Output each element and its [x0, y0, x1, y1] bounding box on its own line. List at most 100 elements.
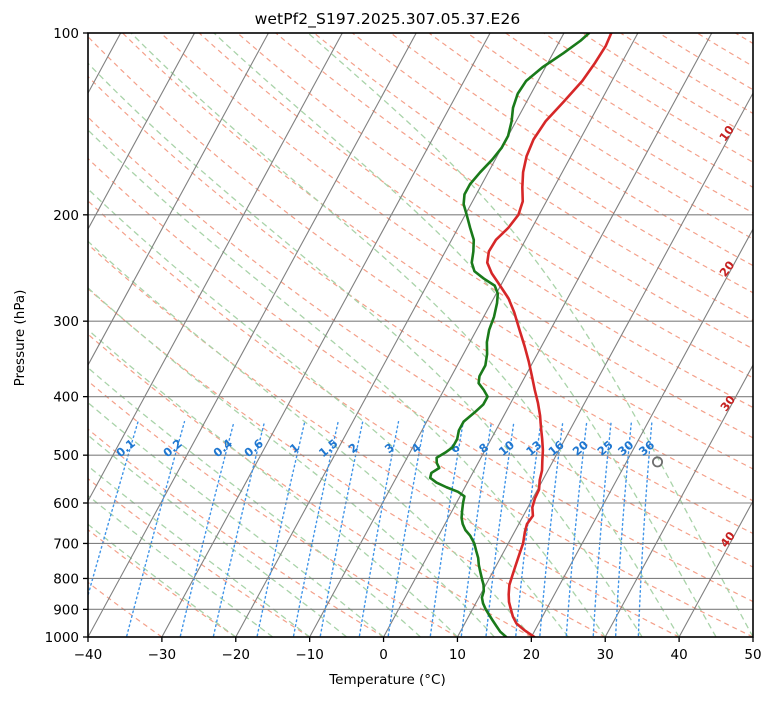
- moist-adiabat: [88, 240, 532, 637]
- dry-adiabat: [88, 200, 753, 637]
- dry-adiabat: [122, 33, 753, 470]
- mixing-ratio-label: 1.5: [316, 436, 341, 460]
- isotherm-line: [88, 33, 343, 503]
- y-tick-label: 1000: [45, 630, 79, 646]
- isotherm-line: [88, 33, 269, 367]
- dry-adiabat: [313, 33, 753, 322]
- mixing-ratio-line: [256, 420, 306, 637]
- x-tick-label: 30: [597, 647, 614, 663]
- y-tick-label: 900: [53, 602, 79, 618]
- isotherm-label: 20: [716, 258, 737, 279]
- isotherm-line: [530, 227, 753, 637]
- mixing-ratio-line: [358, 420, 400, 637]
- x-tick-label: 0: [379, 647, 388, 663]
- isotherm-label: 40: [717, 529, 738, 550]
- dry-adiabat: [88, 243, 680, 637]
- svg-text:20: 20: [716, 258, 737, 279]
- mixing-ratio-line: [125, 420, 186, 637]
- mixing-ratio-line: [387, 420, 426, 637]
- x-tick-label: −20: [222, 647, 251, 663]
- isotherm-line: [0, 33, 47, 637]
- plot-frame: [87, 32, 754, 638]
- moist-adiabat: [88, 188, 569, 637]
- dry-adiabat: [88, 428, 384, 637]
- mixing-ratio-line: [592, 420, 612, 637]
- x-tick-label: 10: [449, 647, 466, 663]
- mixing-ratio-line: [514, 420, 542, 637]
- mixing-ratio-line: [319, 420, 364, 637]
- isotherm-line: [604, 363, 753, 637]
- parcel-marker: [652, 456, 664, 468]
- moist-adiabat: [88, 287, 495, 637]
- mixing-ratio-label: 0.6: [241, 436, 266, 460]
- mixing-ratio-line: [565, 420, 588, 637]
- isotherm-line: [161, 33, 491, 637]
- dry-adiabat: [88, 157, 753, 603]
- dry-adiabat: [160, 33, 753, 439]
- isotherm-line: [456, 91, 753, 637]
- moist-adiabat: [88, 328, 458, 637]
- isotherm-line: [88, 33, 417, 637]
- moist-adiabat: [88, 523, 237, 637]
- x-tick-label: 20: [523, 647, 540, 663]
- dry-adiabat: [88, 287, 606, 637]
- moist-adiabat: [88, 366, 421, 637]
- y-tick-label: 600: [53, 496, 79, 512]
- y-tick-label: 300: [53, 314, 79, 330]
- x-tick-label: −10: [295, 647, 324, 663]
- dry-adiabat: [505, 33, 753, 188]
- svg-text:40: 40: [717, 529, 738, 550]
- isotherm-line: [678, 499, 753, 637]
- mixing-ratio-line: [614, 420, 633, 637]
- dewpoint-profile: [428, 33, 591, 637]
- dry-adiabat: [88, 333, 532, 637]
- y-tick-label: 700: [53, 536, 79, 552]
- dry-adiabat: [543, 33, 753, 163]
- dry-adiabat: [88, 116, 753, 568]
- isotherm-line: [88, 33, 196, 231]
- dry-adiabat: [237, 33, 753, 379]
- isotherm-line: [383, 33, 713, 637]
- y-tick-label: 800: [53, 571, 79, 587]
- y-tick-label: 400: [53, 390, 79, 406]
- mixing-ratio-line: [460, 420, 493, 637]
- x-tick-label: 40: [671, 647, 688, 663]
- dry-adiabat: [275, 33, 753, 350]
- mixing-ratio-line: [88, 420, 139, 598]
- dry-adiabat: [88, 380, 458, 637]
- moist-adiabat: [88, 129, 606, 637]
- x-tick-label: −40: [74, 647, 103, 663]
- moist-adiabat: [88, 494, 274, 637]
- moist-adiabat: [130, 33, 680, 637]
- dry-adiabat: [658, 33, 753, 91]
- svg-text:30: 30: [717, 393, 738, 414]
- mixing-ratio-label: 0.1: [113, 436, 138, 460]
- dry-adiabat: [735, 33, 753, 45]
- isotherm-line: [309, 33, 639, 637]
- moist-adiabat: [88, 62, 643, 637]
- dry-adiabat: [581, 33, 753, 139]
- dry-adiabat: [88, 35, 753, 502]
- mixing-ratio-label: 0.4: [210, 436, 235, 460]
- y-tick-label: 500: [53, 448, 79, 464]
- y-tick-label: 100: [53, 26, 79, 42]
- x-axis-label: Temperature (°C): [329, 672, 446, 688]
- mixing-ratio-line: [212, 420, 266, 637]
- mixing-ratio-line: [485, 420, 515, 637]
- dry-adiabat: [88, 477, 310, 637]
- isotherm-label: 30: [717, 393, 738, 414]
- moist-adiabat: [88, 465, 311, 637]
- x-tick-label: 50: [744, 647, 761, 663]
- mixing-ratio-line: [429, 420, 464, 637]
- dry-adiabat: [88, 75, 753, 535]
- mixing-ratio-line: [292, 420, 339, 637]
- moist-adiabat: [88, 434, 348, 637]
- mixing-ratio-line: [637, 420, 653, 637]
- isotherm-line: [752, 635, 753, 637]
- dry-adiabat: [88, 581, 163, 637]
- mixing-ratio-label: 0.2: [160, 436, 185, 460]
- mixing-ratio-line: [539, 420, 564, 637]
- x-tick-label: −30: [148, 647, 177, 663]
